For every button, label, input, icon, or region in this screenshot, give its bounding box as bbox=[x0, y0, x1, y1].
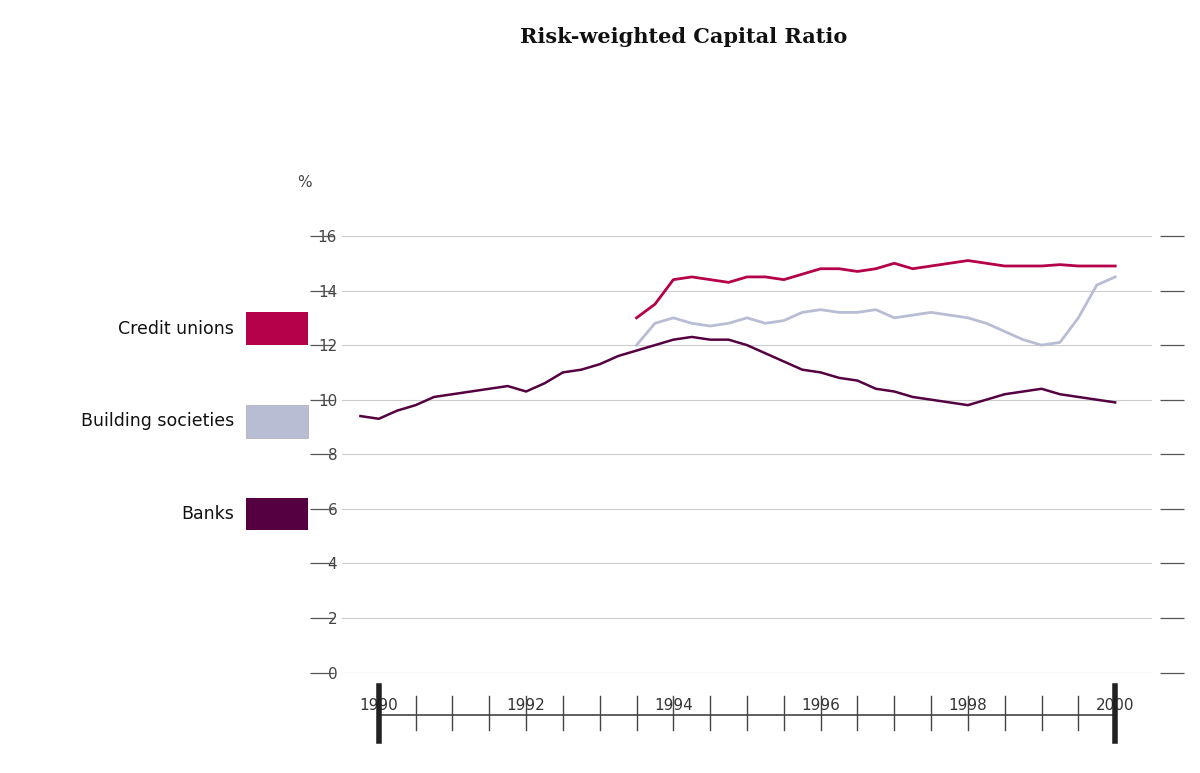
Text: Risk-weighted Capital Ratio: Risk-weighted Capital Ratio bbox=[521, 27, 847, 47]
Text: %: % bbox=[298, 175, 312, 190]
Text: Building societies: Building societies bbox=[80, 412, 234, 431]
Text: Banks: Banks bbox=[181, 505, 234, 523]
Text: Credit unions: Credit unions bbox=[118, 319, 234, 338]
